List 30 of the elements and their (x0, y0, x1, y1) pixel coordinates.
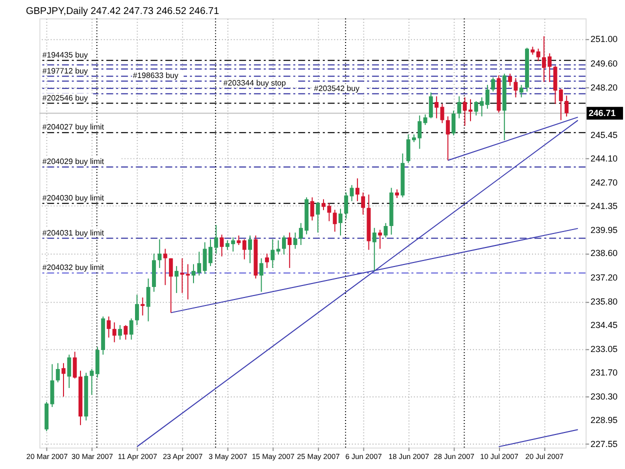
ref-line-label: #203344 buy stop (223, 78, 287, 88)
y-tick-label: 239.95 (590, 224, 618, 235)
ref-line-label: 246.71 (588, 108, 616, 118)
ref-line-label: #204030 buy limit (42, 193, 105, 202)
y-tick-label: 228.95 (590, 414, 618, 425)
y-tick-label: 249.60 (590, 58, 618, 68)
ref-line-label: #204032 buy limit (42, 263, 105, 272)
y-tick-label: 234.45 (590, 320, 618, 330)
ref-line-label: #198633 buy (132, 71, 178, 80)
y-tick-label: 242.70 (590, 177, 618, 188)
y-tick-label: 227.55 (590, 439, 618, 450)
ref-line-label: #203542 buy (314, 84, 360, 93)
y-tick-label: 231.70 (590, 367, 618, 378)
y-tick-label: 233.05 (590, 344, 618, 354)
y-tick-label: 248.20 (590, 82, 618, 92)
ref-line-label: #204029 buy limit (42, 156, 105, 166)
chart-title: GBPJPY,Daily 247.42 247.73 246.52 246.71 (26, 6, 220, 18)
ref-line-label: #202546 buy (42, 93, 88, 102)
y-tick-label: 241.35 (590, 200, 618, 211)
y-tick-label: 251.00 (590, 34, 618, 44)
y-tick-label: 245.45 (590, 130, 618, 140)
y-tick-label: 230.30 (590, 392, 618, 402)
ref-line-label: #204027 buy limit (42, 122, 105, 132)
ref-line-label: #204031 buy limit (42, 228, 105, 238)
y-tick-label: 235.80 (590, 296, 618, 307)
ref-line-label: #194435 buy (42, 50, 88, 60)
ref-line-label: #197712 buy (42, 66, 88, 76)
y-tick-label: 237.20 (590, 272, 618, 282)
y-tick-label: 244.10 (590, 153, 618, 164)
y-tick-label: 238.60 (590, 248, 618, 258)
